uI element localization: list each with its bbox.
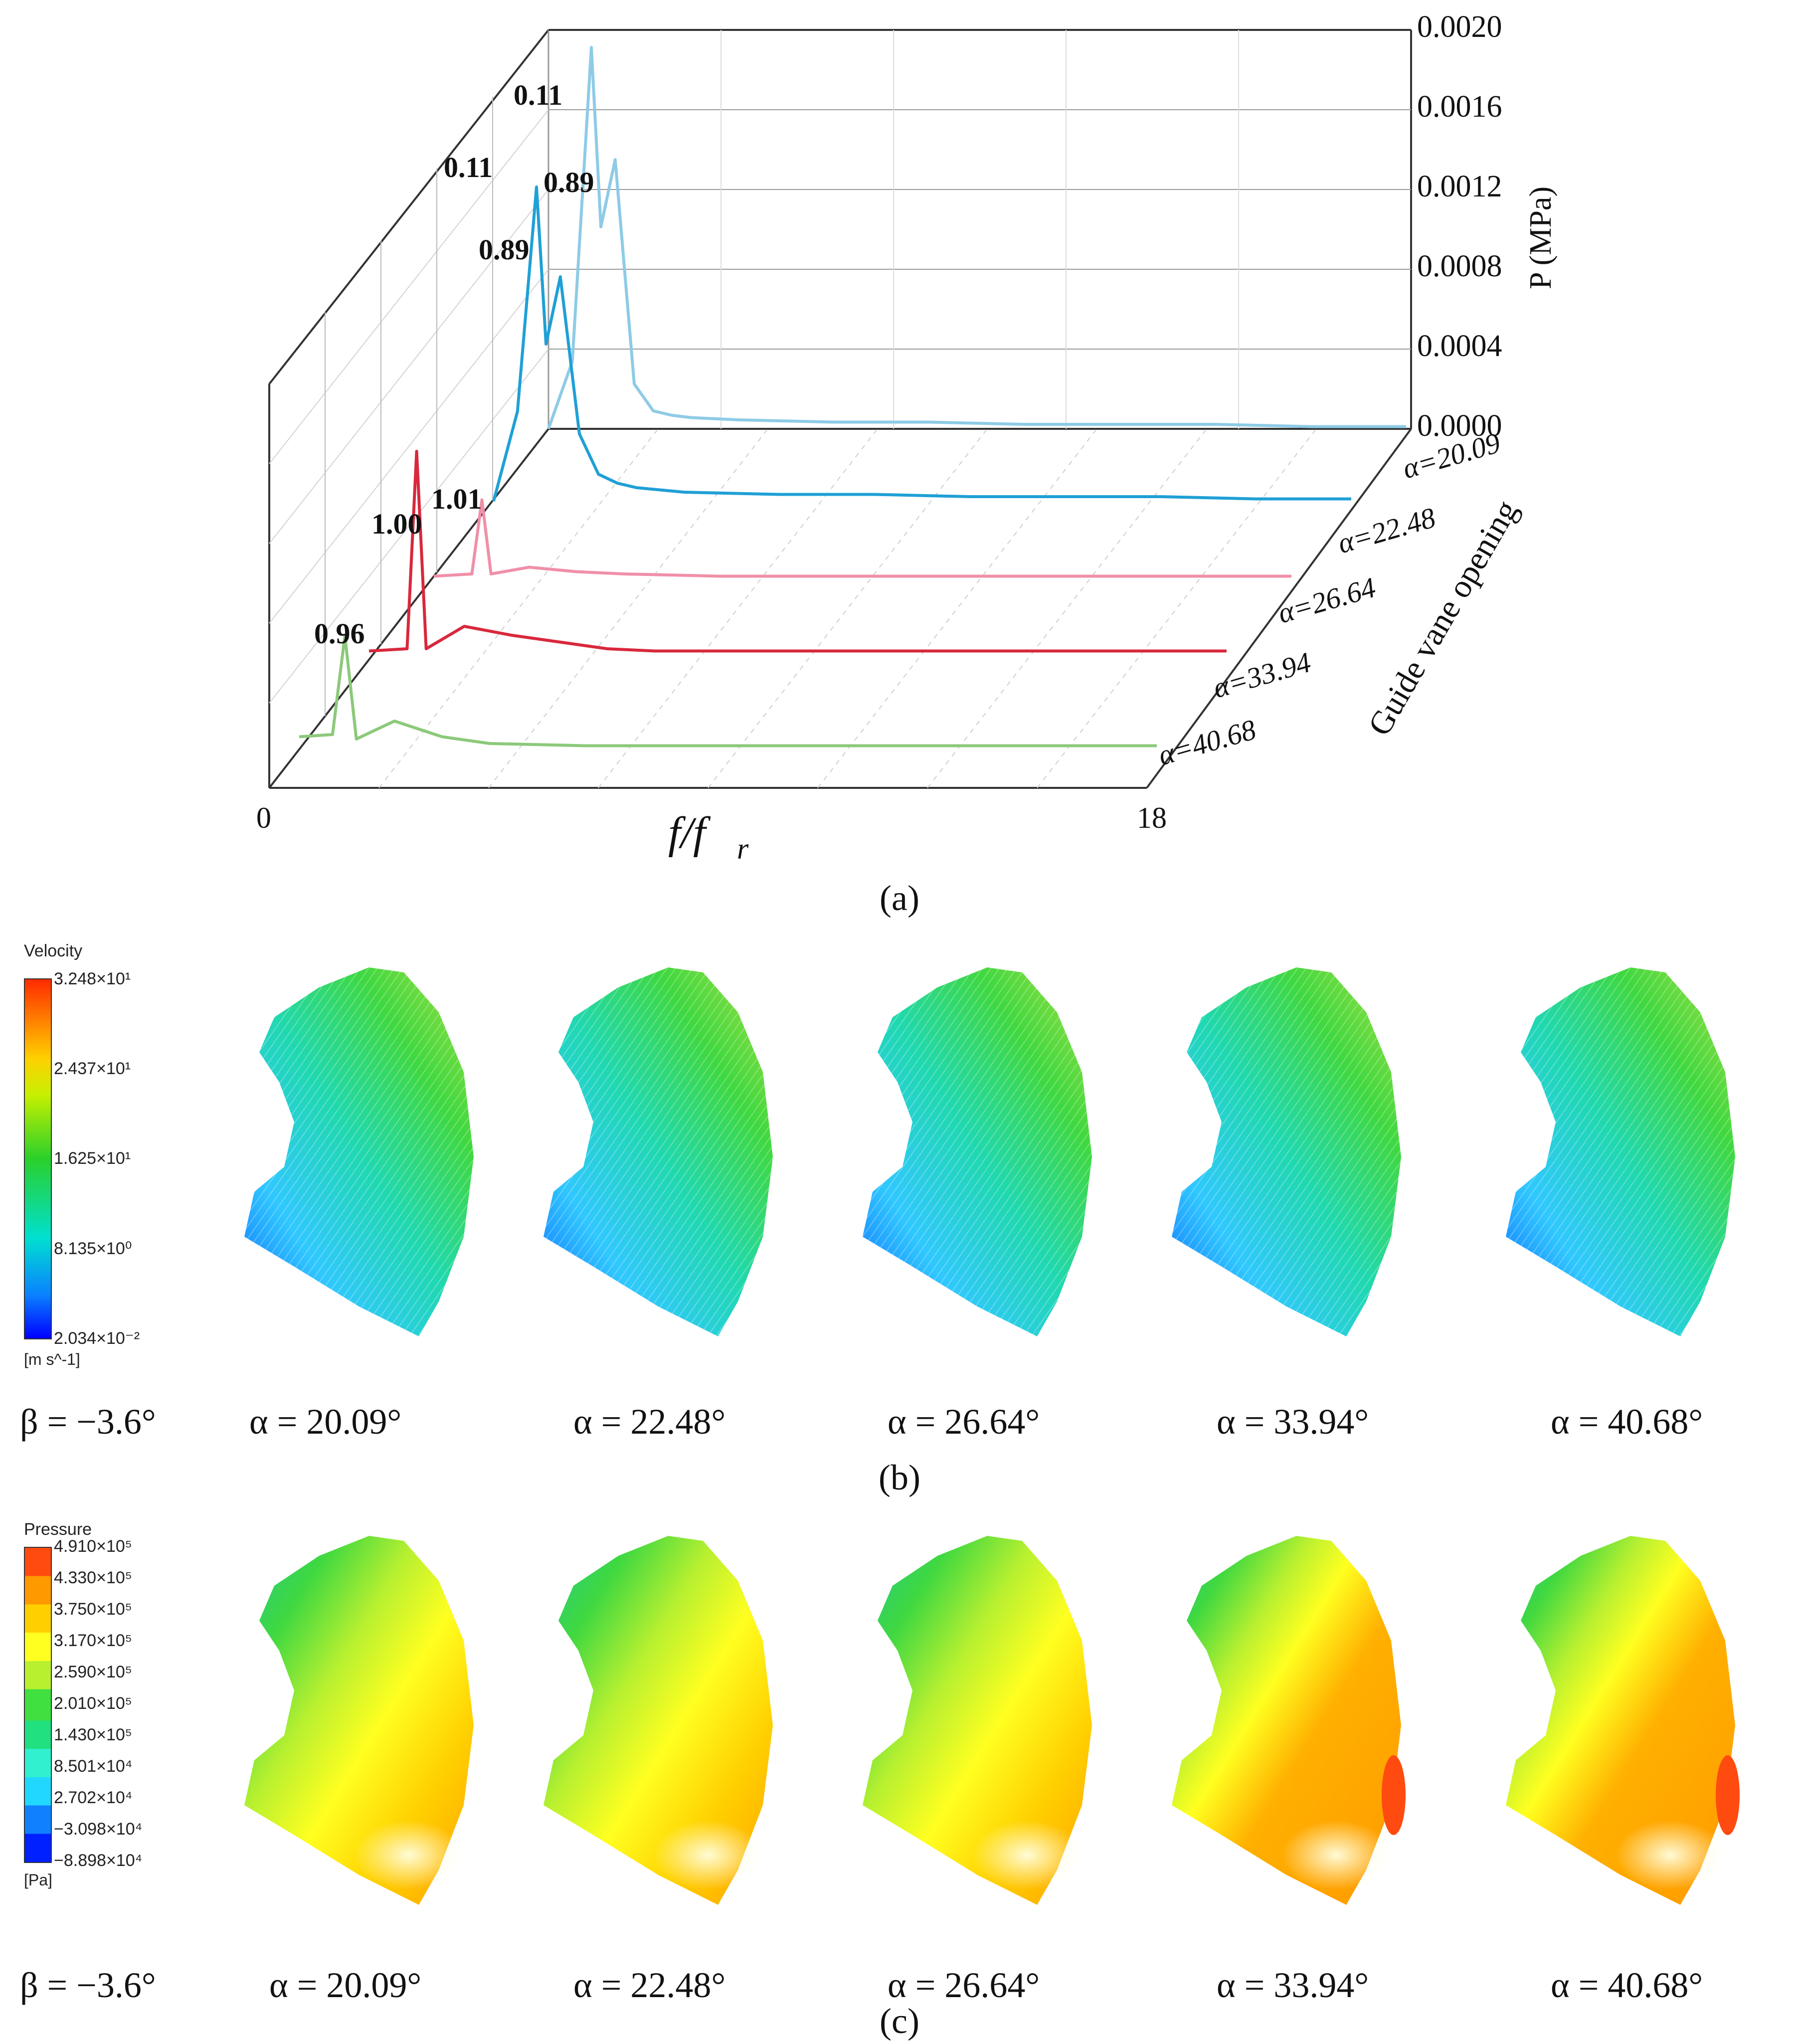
floor-gridline — [817, 428, 1097, 788]
pressure-blade — [543, 1536, 773, 1905]
pressure-legend-tick: 2.702×10⁴ — [54, 1788, 133, 1807]
velocity-legend-tick: 2.437×10¹ — [54, 1059, 131, 1078]
axis-right-bottom — [1146, 428, 1412, 789]
peak-annotation: 0.89 — [543, 166, 594, 198]
x-tick-label: 0 — [256, 801, 271, 834]
pressure-legend-tick: 3.750×10⁵ — [54, 1600, 132, 1619]
pressure-opening-label: α = 33.94° — [1217, 1965, 1369, 2005]
pressure-highlight — [653, 1820, 763, 1890]
velocity-contours — [244, 967, 1735, 1336]
velocity-streamlines — [543, 967, 773, 1336]
pressure-opening-label: α = 22.48° — [573, 1965, 726, 2005]
pressure-blade — [1172, 1536, 1401, 1905]
velocity-streamlines — [244, 967, 474, 1336]
left-gridline — [269, 269, 549, 624]
pressure-legend-unit: [Pa] — [24, 1871, 52, 1889]
series-line-1 — [492, 186, 1351, 502]
pressure-legend-tick: 4.910×10⁵ — [54, 1537, 132, 1556]
peak-annotation: 1.00 — [371, 508, 422, 540]
left-gridline — [269, 189, 549, 544]
pressure-highlight — [1616, 1820, 1725, 1890]
pressure-legend-tick: 2.010×10⁵ — [54, 1694, 132, 1713]
waterfall-grid — [268, 29, 1412, 789]
pressure-max-zone — [1716, 1755, 1740, 1835]
velocity-streamlines — [863, 967, 1092, 1336]
floor-gridline — [1037, 428, 1317, 788]
floor-gridline — [598, 428, 878, 788]
x-tick-label: 18 — [1137, 801, 1167, 834]
pressure-highlight — [972, 1820, 1082, 1890]
peak-annotation: 0.89 — [479, 233, 530, 266]
x-axis-label: f/f — [668, 808, 711, 858]
caption-a: (a) — [880, 878, 919, 918]
velocity-opening-label: α = 20.09° — [249, 1402, 402, 1442]
caption-b: (b) — [879, 1458, 920, 1497]
velocity-opening-label: α = 33.94° — [1217, 1402, 1369, 1442]
series-line-3 — [368, 450, 1227, 653]
series-label-4: α=40.68 — [1155, 713, 1259, 772]
velocity-legend-tick: 1.625×10¹ — [54, 1149, 131, 1168]
peak-annotation: 0.11 — [444, 151, 493, 184]
pressure-legend-title: Pressure — [24, 1520, 92, 1539]
velocity-opening-label: α = 22.48° — [573, 1402, 726, 1442]
y-tick-label: 0.0008 — [1417, 249, 1502, 283]
y-tick-label: 0.0016 — [1417, 90, 1502, 124]
pressure-contours — [244, 1536, 1740, 1905]
pressure-legend-tick: −8.898×10⁴ — [54, 1851, 143, 1870]
pressure-opening-label: α = 20.09° — [269, 1965, 422, 2005]
pressure-legend-tick: −3.098×10⁴ — [54, 1820, 143, 1839]
series-line-0 — [547, 46, 1406, 430]
floor-gridline — [927, 428, 1207, 788]
floor-gridline — [378, 428, 659, 788]
velocity-streamlines — [1506, 967, 1735, 1336]
pressure-highlight — [1281, 1820, 1391, 1890]
series-label-1: α=22.48 — [1334, 501, 1439, 560]
pressure-blade — [863, 1536, 1092, 1905]
velocity-legend-tick: 8.135×10⁰ — [54, 1239, 132, 1258]
pressure-legend-tick: 2.590×10⁵ — [54, 1663, 132, 1681]
pressure-legend-tick: 3.170×10⁵ — [54, 1631, 132, 1650]
waterfall-chart: 0.0000 0.0004 0.0008 0.0012 0.0016 0.0020 P (M… — [256, 10, 1558, 865]
y-tick-label: 0.0004 — [1417, 329, 1502, 363]
waterfall-series — [299, 46, 1406, 747]
pressure-colorbar — [24, 1547, 52, 1863]
beta-label-b: β = −3.6° — [20, 1402, 156, 1442]
y-tick-label: 0.0020 — [1417, 10, 1502, 44]
pressure-max-zone — [1382, 1755, 1406, 1835]
pressure-opening-label: α = 40.68° — [1551, 1965, 1703, 2005]
pressure-blade — [244, 1536, 474, 1905]
series-line-2 — [433, 498, 1291, 578]
velocity-legend-unit: [m s^-1] — [24, 1350, 80, 1368]
velocity-streamlines — [1172, 967, 1401, 1336]
floor-gridline — [488, 428, 768, 788]
peak-annotation: 0.96 — [314, 617, 365, 650]
pressure-blade — [1506, 1536, 1735, 1905]
caption-c: (c) — [880, 2001, 919, 2041]
y-tick-label: 0.0012 — [1417, 170, 1502, 203]
series-line-4 — [299, 634, 1157, 747]
peak-annotation: 1.01 — [431, 483, 482, 515]
left-gridline — [269, 109, 549, 464]
y-axis-label: P (MPa) — [1524, 186, 1558, 289]
y-tick-label: 0.0000 — [1417, 409, 1502, 443]
velocity-opening-label: α = 40.68° — [1551, 1402, 1703, 1442]
velocity-colorbar — [24, 978, 52, 1339]
velocity-legend-tick: 2.034×10⁻² — [54, 1329, 140, 1348]
axis-left-top — [268, 29, 549, 385]
velocity-legend-tick: 3.248×10¹ — [54, 969, 131, 988]
pressure-highlight — [354, 1820, 464, 1890]
pressure-opening-label: α = 26.64° — [888, 1965, 1040, 2005]
beta-label-c: β = −3.6° — [20, 1965, 156, 2005]
series-label-2: α=26.64 — [1274, 571, 1379, 630]
pressure-legend-tick: 1.430×10⁵ — [54, 1725, 132, 1744]
pressure-legend-tick: 4.330×10⁵ — [54, 1568, 132, 1587]
x-axis-label-sub: r — [737, 832, 749, 865]
floor-gridline — [708, 428, 988, 788]
series-label-3: α=33.94 — [1210, 646, 1314, 705]
peak-annotation: 0.11 — [514, 79, 562, 111]
left-gridline — [269, 349, 549, 704]
pressure-legend-tick: 8.501×10⁴ — [54, 1757, 133, 1776]
velocity-legend-title: Velocity — [24, 941, 83, 960]
velocity-opening-label: α = 26.64° — [888, 1402, 1040, 1442]
